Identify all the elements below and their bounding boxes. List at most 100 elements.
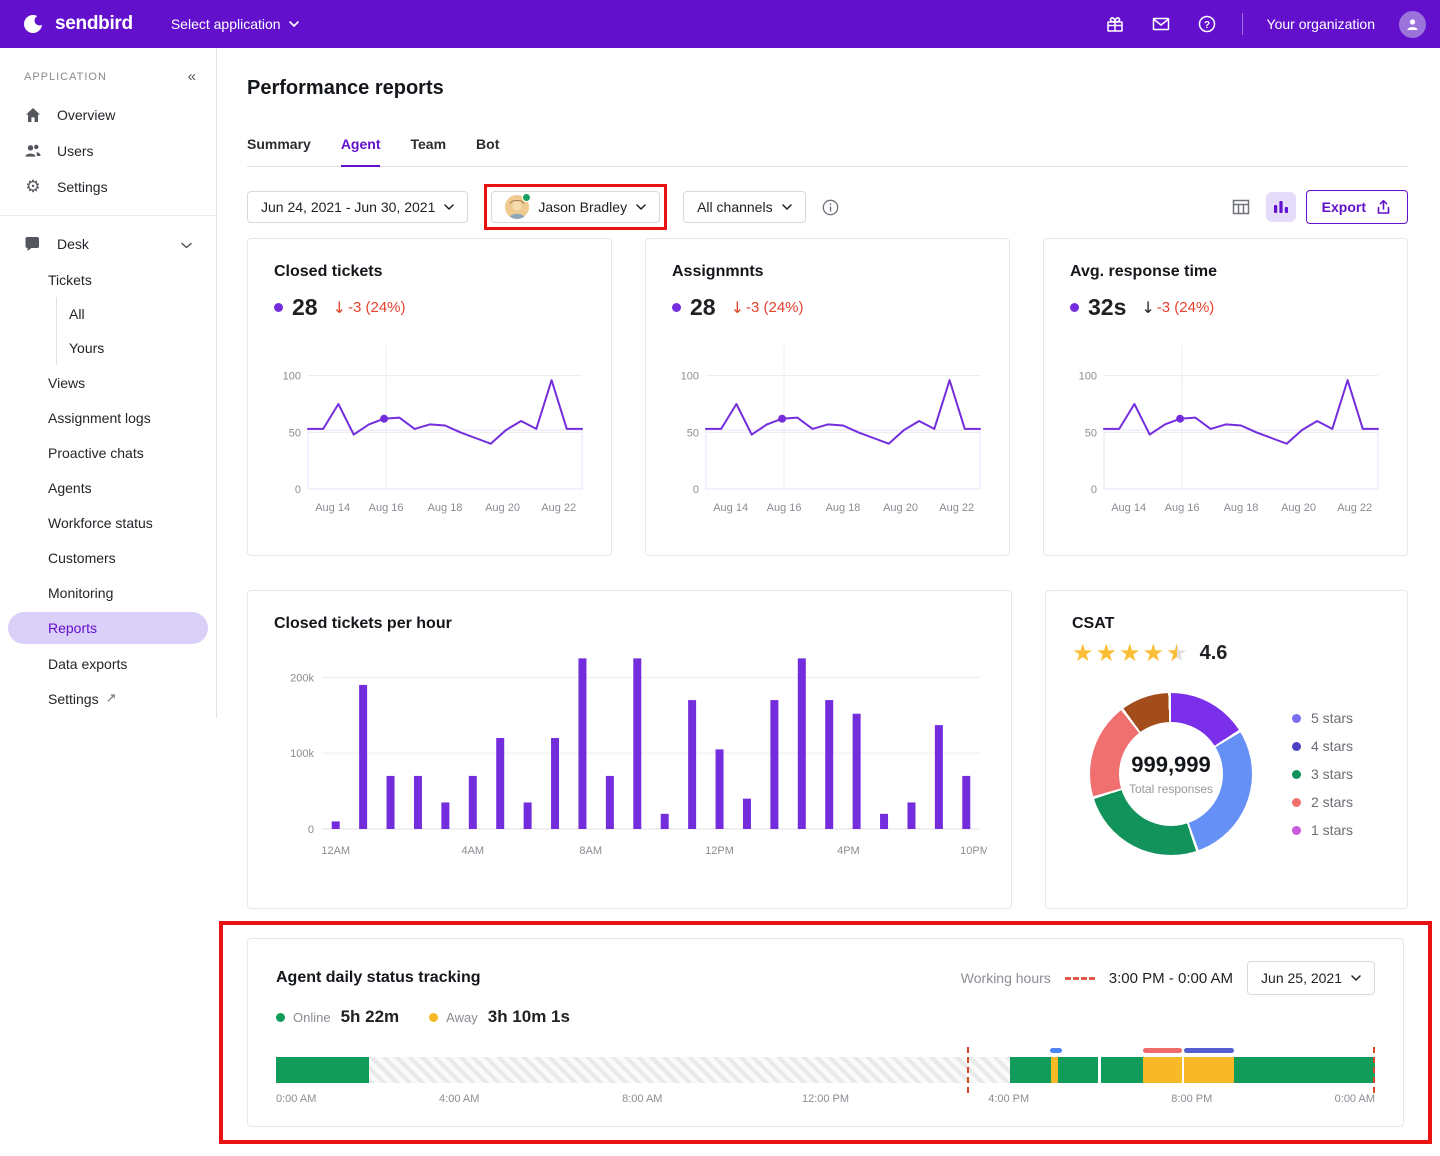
sidebar-item-reports[interactable]: Reports [8, 612, 208, 644]
sidebar-item-proactive-chats[interactable]: Proactive chats [0, 435, 216, 470]
svg-text:Aug 20: Aug 20 [485, 502, 520, 514]
sidebar-item-tickets-all[interactable]: All [69, 306, 85, 322]
online-status-dot [522, 193, 532, 202]
sidebar-item-customers[interactable]: Customers [0, 540, 216, 575]
sidebar-item-assignment-logs[interactable]: Assignment logs [0, 400, 216, 435]
sidebar-item-label: Overview [57, 107, 116, 123]
gift-icon[interactable] [1104, 13, 1126, 35]
away-label: Away [446, 1009, 478, 1025]
total-responses-value: 999,999 [1131, 752, 1211, 777]
timeline-label: 8:00 PM [1171, 1093, 1213, 1105]
timeline-segment-online [1101, 1057, 1144, 1083]
online-label: Online [293, 1009, 331, 1025]
delta-value: -3 (24%) [1156, 299, 1215, 316]
timeline-segment-online [1234, 1057, 1375, 1083]
sidebar-item-tickets-yours[interactable]: Yours [69, 340, 105, 356]
timeline-segment-online [1010, 1057, 1051, 1083]
star-half-icon: ★★ [1166, 639, 1188, 667]
user-avatar[interactable] [1399, 10, 1426, 38]
csat-score: 4.6 [1199, 641, 1228, 664]
svg-text:?: ? [1203, 20, 1209, 31]
svg-text:10PM: 10PM [960, 845, 987, 857]
working-hours-dash-sample [1064, 976, 1095, 980]
csat-title: CSAT [1072, 615, 1115, 632]
working-hours-marker-1 [1373, 1047, 1375, 1093]
legend-dot [1292, 797, 1301, 807]
star-full-icon: ★ [1095, 639, 1118, 667]
timeline-segment-online [276, 1057, 370, 1083]
channel-dropdown[interactable]: All channels [683, 191, 806, 223]
filter-row: Jun 24, 2021 - Jun 30, 2021 Jason Bradle… [247, 180, 1408, 234]
sidebar-item-views[interactable]: Views [0, 365, 216, 400]
navbar-divider [1241, 13, 1243, 35]
chart-view-toggle[interactable] [1265, 192, 1296, 222]
svg-text:50: 50 [289, 427, 301, 439]
tab-bot[interactable]: Bot [476, 136, 500, 152]
mail-icon[interactable] [1150, 13, 1172, 35]
legend-label: 2 stars [1311, 794, 1354, 810]
svg-text:4AM: 4AM [461, 845, 484, 857]
timeline-segment-away [1183, 1057, 1235, 1083]
sidebar-section-label: APPLICATION [24, 70, 107, 83]
metric-row: 28 ↓ -3 (24%) [672, 294, 983, 321]
sidebar-item-overview[interactable]: Overview [0, 97, 216, 133]
legend-label: 5 stars [1311, 710, 1354, 726]
export-button[interactable]: Export [1305, 190, 1408, 224]
sendbird-logo[interactable]: sendbird [22, 12, 133, 36]
svg-text:100: 100 [681, 371, 699, 383]
legend-item-2-stars: 2 stars [1292, 788, 1353, 816]
timeline-label: 8:00 AM [622, 1093, 663, 1105]
metric-dot [1070, 303, 1079, 312]
users-icon [24, 142, 42, 160]
sidebar-item-data-exports[interactable]: Data exports [0, 646, 216, 681]
sidebar-item-tickets[interactable]: Tickets [0, 262, 216, 297]
stat-card-line-chart: 100 50 0 Aug 14 Aug 16 Aug 18 Aug 20 Aug 22 [1070, 343, 1381, 525]
svg-text:100: 100 [1079, 371, 1097, 383]
sidebar-item-desk[interactable]: Desk [0, 226, 216, 262]
channel-label: All channels [697, 199, 773, 215]
tab-team[interactable]: Team [410, 136, 447, 152]
info-icon[interactable] [822, 199, 839, 216]
stat-card-title: Closed tickets [274, 263, 383, 280]
bar-chart-icon [1273, 201, 1288, 213]
svg-text:Aug 14: Aug 14 [713, 502, 748, 514]
collapse-sidebar-icon[interactable]: « [187, 68, 196, 85]
timeline-segment-online [1058, 1057, 1099, 1083]
sidebar-item-label: Agents [48, 479, 92, 496]
sidebar-item-settings[interactable]: ⚙ Settings [0, 169, 216, 205]
stat-card-avg-response-time: Avg. response time 32s ↓ -3 (24%) 100 50 0 Aug … [1043, 238, 1408, 556]
date-range-dropdown[interactable]: Jun 24, 2021 - Jun 30, 2021 [247, 191, 469, 223]
csat-legend: 5 stars 4 stars 3 stars 2 stars 1 stars [1292, 704, 1353, 844]
help-icon[interactable]: ? [1196, 13, 1218, 35]
agent-daily-status-card: Agent daily status tracking Working hour… [247, 938, 1404, 1127]
svg-text:Aug 18: Aug 18 [1224, 502, 1259, 514]
external-link-icon: ↗ [105, 691, 117, 706]
svg-text:Aug 16: Aug 16 [1165, 502, 1200, 514]
sidebar-item-monitoring[interactable]: Monitoring [0, 575, 216, 610]
sidebar-item-users[interactable]: Users [0, 133, 216, 169]
organization-label[interactable]: Your organization [1266, 16, 1375, 32]
sidebar-item-workforce-status[interactable]: Workforce status [0, 505, 216, 540]
svg-text:Aug 22: Aug 22 [1337, 502, 1372, 514]
sidebar-item-settings[interactable]: Settings ↗ [0, 681, 216, 716]
down-arrow-icon: ↓ [332, 298, 346, 317]
svg-text:200k: 200k [290, 672, 314, 684]
select-application-dropdown[interactable]: Select application [171, 16, 299, 32]
agent-dropdown[interactable]: Jason Bradley [491, 191, 661, 223]
sidebar-item-label: Customers [48, 549, 116, 566]
select-application-label: Select application [170, 16, 281, 32]
legend-item-1-stars: 1 stars [1292, 816, 1353, 844]
sidebar-item-agents[interactable]: Agents [0, 470, 216, 505]
total-responses-label: Total responses [1128, 782, 1214, 796]
timeline-activity-cap-2 [1183, 1048, 1235, 1053]
stat-card-title: Avg. response time [1070, 263, 1218, 280]
table-view-toggle[interactable] [1226, 192, 1256, 222]
timeline-label: 4:00 AM [439, 1093, 480, 1105]
svg-text:Aug 20: Aug 20 [1281, 502, 1316, 514]
timeline-segment-offline [369, 1057, 1011, 1083]
tab-summary[interactable]: Summary [247, 136, 311, 152]
tracking-date-dropdown[interactable]: Jun 25, 2021 [1247, 961, 1375, 995]
status-timeline [276, 1047, 1375, 1093]
svg-text:50: 50 [1085, 427, 1097, 439]
tab-agent[interactable]: Agent [340, 136, 381, 167]
